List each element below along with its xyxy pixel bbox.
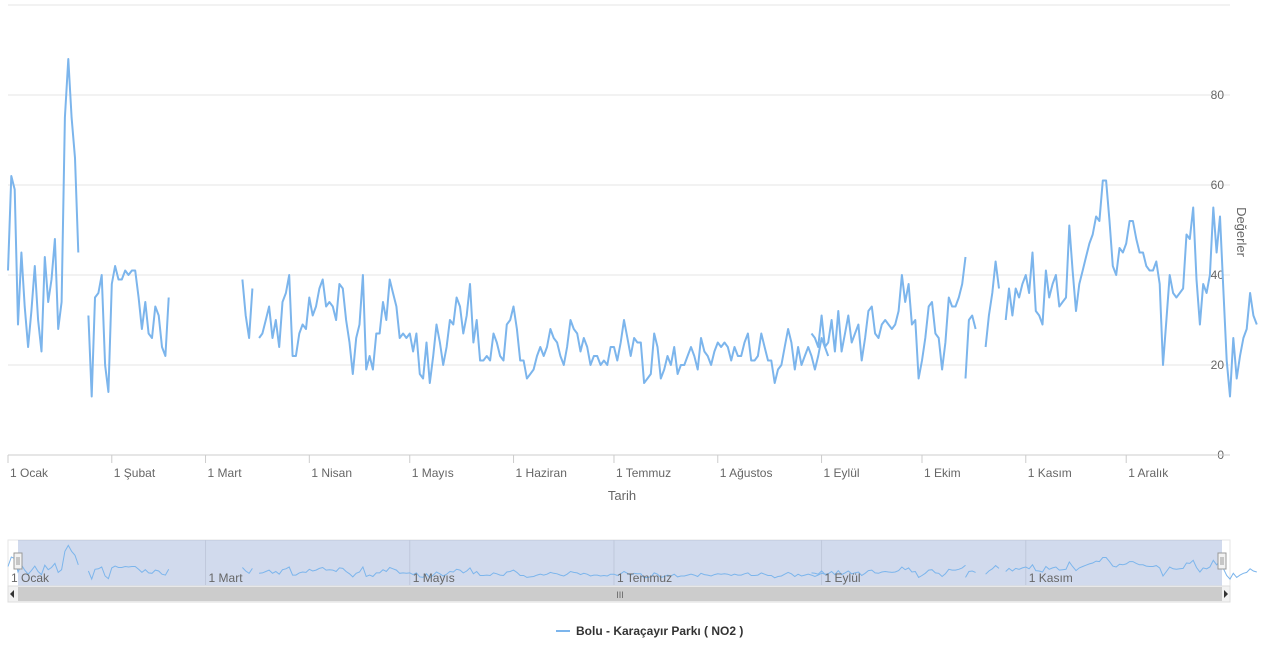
navigator[interactable]: 1 Ocak 1 Mart 1 Mayıs 1 Temmuz 1 Eylül 1 Kası… — [7, 539, 1257, 587]
x-tick-label: 1 Temmuz — [616, 466, 671, 480]
navigator-mask[interactable] — [18, 540, 1222, 586]
series-line-segment — [964, 314, 977, 379]
grid-lines — [8, 4, 1230, 366]
x-tick-label: 1 Şubat — [114, 466, 156, 480]
x-axis: 1 Ocak 1 Şubat 1 Mart 1 Nisan 1 Mayıs 1 Hazir… — [7, 454, 1230, 480]
navigator-label: 1 Mayıs — [413, 571, 455, 585]
series-line-segment — [984, 260, 1000, 348]
navigator-series-line — [259, 565, 829, 579]
legend-item-label[interactable]: Bolu - Karaçayır Parkı ( NO2 ) — [576, 624, 743, 638]
y-tick-label: 20 — [1211, 358, 1225, 372]
x-tick-label: 1 Ekim — [924, 466, 961, 480]
navigator-series-line — [965, 570, 976, 578]
navigator-series-line — [87, 565, 170, 581]
series-line-segment — [810, 256, 967, 380]
y-axis-title: Değerler — [1234, 207, 1249, 258]
navigator-series-line — [811, 564, 966, 579]
series-line-segment — [7, 58, 80, 353]
x-axis-title: Tarih — [608, 488, 636, 503]
navigator-series-line — [985, 564, 1000, 575]
navigator-series-line — [242, 567, 253, 574]
handle-right-box[interactable] — [1217, 552, 1227, 570]
navigator-handle-left[interactable] — [13, 552, 23, 570]
x-tick-label: 1 Ocak — [10, 466, 49, 480]
handle-left-box[interactable] — [13, 552, 23, 570]
scroll-right-arrow-icon[interactable] — [1224, 590, 1228, 598]
navigator-handle-right[interactable] — [1217, 552, 1227, 570]
navigator-frame — [7, 539, 1231, 587]
scroll-left-arrow-icon[interactable] — [10, 590, 14, 598]
scrollbar[interactable]: III — [7, 585, 1231, 603]
y-tick-label: 60 — [1211, 178, 1225, 192]
navigator-series-line — [1005, 557, 1257, 580]
x-tick-label: 1 Nisan — [311, 466, 352, 480]
y-tick-label: 80 — [1211, 88, 1225, 102]
navigator-label: 1 Ocak — [11, 571, 50, 585]
navigator-label: 1 Mart — [209, 571, 244, 585]
legend[interactable]: Bolu - Karaçayır Parkı ( NO2 ) — [556, 624, 743, 638]
navigator-label: 1 Temmuz — [617, 571, 672, 585]
series-line-segment — [1004, 179, 1258, 398]
y-tick-label: 40 — [1211, 268, 1225, 282]
x-tick-label: 1 Mart — [208, 466, 243, 480]
x-tick-label: 1 Ağustos — [720, 466, 773, 480]
scrollbar-thumb[interactable] — [18, 587, 1222, 601]
x-tick-label: 1 Eylül — [824, 466, 860, 480]
x-tick-label: 1 Haziran — [516, 466, 567, 480]
series-line-segment — [87, 265, 170, 398]
x-tick-label: 1 Aralık — [1128, 466, 1169, 480]
x-tick-label: 1 Mayıs — [412, 466, 454, 480]
series-line-segment — [241, 279, 254, 339]
navigator-series — [7, 544, 1257, 581]
navigator-grid — [7, 540, 1027, 585]
x-tick-label: 1 Kasım — [1028, 466, 1072, 480]
navigator-labels: 1 Ocak 1 Mart 1 Mayıs 1 Temmuz 1 Eylül 1 Kası… — [11, 571, 1073, 585]
series-line-segment — [258, 274, 830, 384]
navigator-label: 1 Kasım — [1029, 571, 1073, 585]
scrollbar-grip: III — [616, 590, 624, 600]
plot-area — [7, 58, 1258, 398]
navigator-label: 1 Eylül — [825, 571, 861, 585]
